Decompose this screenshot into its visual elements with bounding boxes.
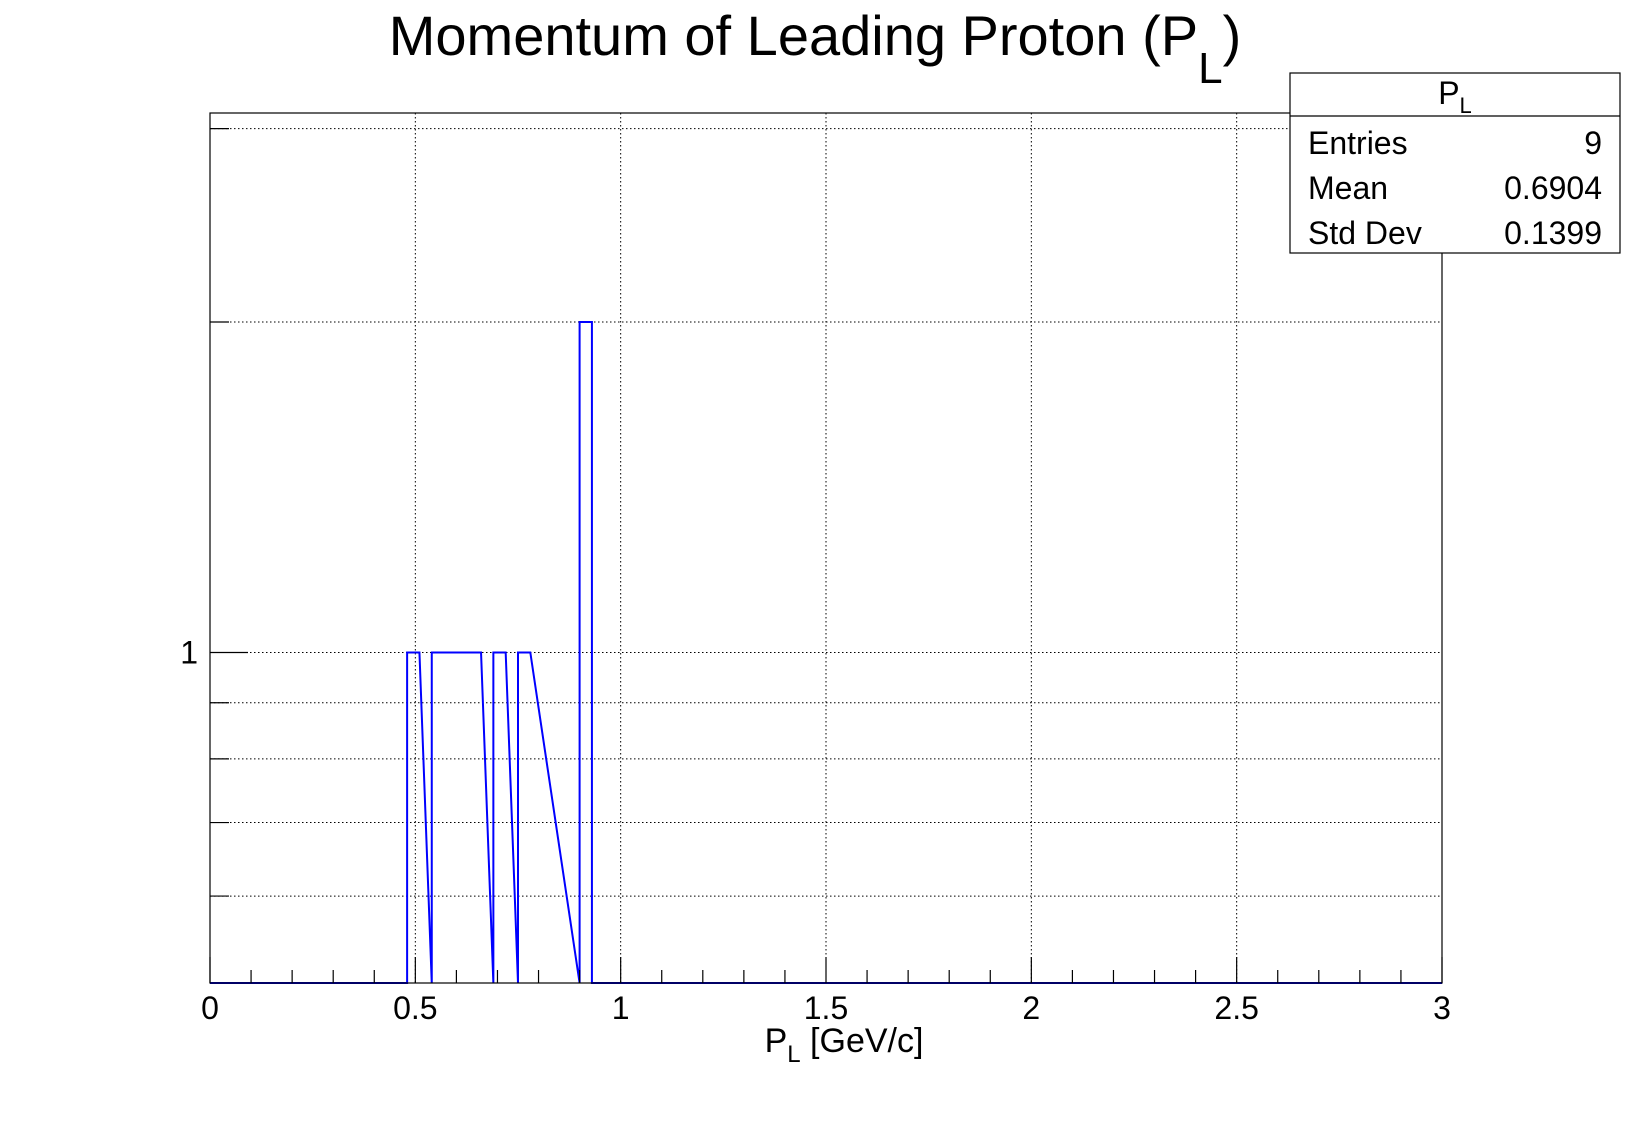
chart-title-close: ) (1223, 4, 1242, 67)
chart-title: Momentum of Leading Proton (PL) (389, 4, 1241, 93)
stats-stddev-label: Std Dev (1308, 215, 1422, 251)
chart-title-main: Momentum of Leading Proton (P (389, 4, 1198, 67)
x-tick-label: 2 (1022, 990, 1040, 1026)
x-tick-label: 0.5 (393, 990, 437, 1026)
grid-lines (210, 113, 1442, 983)
stats-entries-value: 9 (1584, 125, 1602, 161)
x-tick-label: 1.5 (804, 990, 848, 1026)
x-tick-label: 3 (1433, 990, 1451, 1026)
x-axis-label-main: P (765, 1022, 788, 1060)
stats-mean-value: 0.6904 (1504, 170, 1602, 206)
stats-box: PL Entries 9 Mean 0.6904 Std Dev 0.1399 (1289, 72, 1621, 254)
stats-box-title: PL (1438, 75, 1472, 118)
stats-title-main: P (1438, 75, 1459, 111)
axis-ticks: 0 0.5 1 1.5 2 2.5 3 1 (180, 128, 1451, 1026)
stats-stddev-value: 0.1399 (1504, 215, 1602, 251)
plot-frame (209, 112, 1443, 984)
x-axis-label-subscript: L (787, 1041, 800, 1068)
x-tick-label: 0 (201, 990, 219, 1026)
x-axis-label: PL [GeV/c] (765, 1022, 924, 1068)
stats-title-subscript: L (1460, 93, 1472, 118)
chart-title-subscript: L (1198, 44, 1222, 93)
stats-mean-label: Mean (1308, 170, 1388, 206)
y-tick-label: 1 (180, 634, 198, 670)
stats-entries-label: Entries (1308, 125, 1408, 161)
x-tick-label: 1 (612, 990, 630, 1026)
x-axis-label-rest: [GeV/c] (801, 1022, 924, 1060)
x-tick-label: 2.5 (1214, 990, 1258, 1026)
